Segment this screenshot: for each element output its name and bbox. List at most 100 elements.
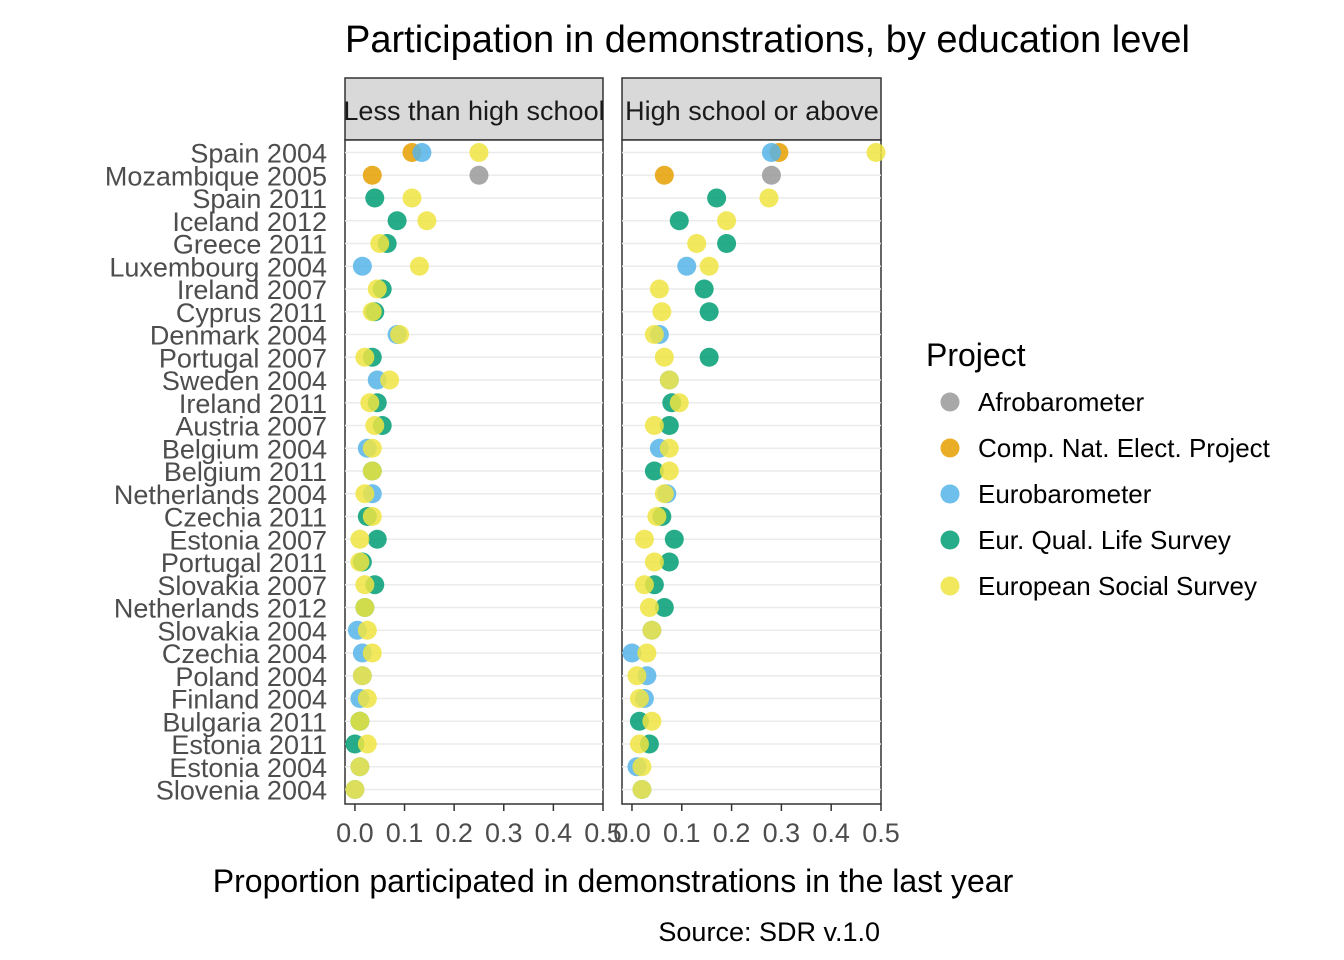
legend-label-afrobarometer: Afrobarometer [978, 387, 1145, 417]
point-mozambique-2005-comp-nat-elect-project [362, 165, 382, 185]
point-slovakia-2007-european-social-survey [634, 575, 654, 595]
point-ireland-2007-eur-qual-life-survey [694, 279, 714, 299]
point-belgium-2011-eur-qual-life-survey [644, 461, 664, 481]
y-label-portugal-2011: Portugal 2011 [161, 548, 327, 578]
legend-label-eur-qual-life-survey: Eur. Qual. Life Survey [978, 525, 1231, 555]
y-label-ireland-2011: Ireland 2011 [179, 389, 327, 419]
y-label-greece-2011: Greece 2011 [173, 230, 327, 260]
y-label-denmark-2004: Denmark 2004 [150, 321, 327, 351]
strip-background [344, 77, 604, 141]
chart-title: Participation in demonstrations, by educ… [345, 19, 1190, 61]
point-iceland-2012-eur-qual-life-survey [387, 211, 407, 231]
point-spain-2011-european-social-survey [759, 188, 779, 208]
strip-label: Less than high school [343, 96, 604, 126]
x-tick-label: 0.5 [862, 818, 900, 848]
point-cyprus-2011-eur-qual-life-survey [699, 302, 719, 322]
x-tick-label: 0.2 [713, 818, 751, 848]
y-label-czechia-2011: Czechia 2011 [164, 503, 327, 533]
point-czechia-2004-european-social-survey [637, 643, 657, 663]
point-estonia-2011-european-social-survey [629, 734, 649, 754]
point-ireland-2007-european-social-survey [367, 279, 387, 299]
point-portugal-2007-eur-qual-life-survey [699, 347, 719, 367]
legend-label-comp-nat-elect-project: Comp. Nat. Elect. Project [978, 433, 1271, 463]
y-label-poland-2004: Poland 2004 [175, 662, 327, 692]
point-greece-2011-eur-qual-life-survey [717, 234, 737, 253]
point-estonia-2007-eur-qual-life-survey [367, 529, 387, 549]
point-spain-2011-european-social-survey [402, 188, 422, 208]
point-estonia-2004-european-social-survey [350, 757, 370, 777]
x-tick-label: 0.0 [613, 818, 651, 848]
point-poland-2004-european-social-survey [352, 666, 372, 686]
point-netherlands-2012-eur-qual-life-survey [654, 598, 674, 617]
point-finland-2004-european-social-survey [357, 689, 377, 708]
point-portugal-2011-european-social-survey [350, 552, 370, 572]
y-label-bulgaria-2011: Bulgaria 2011 [162, 707, 327, 737]
point-belgium-2011-european-social-survey [659, 461, 679, 481]
legend-key-comp-nat-elect-project [940, 438, 960, 458]
y-label-luxembourg-2004: Luxembourg 2004 [109, 252, 327, 282]
y-label-slovakia-2004: Slovakia 2004 [157, 616, 327, 646]
point-estonia-2004-european-social-survey [632, 757, 652, 777]
y-label-estonia-2004: Estonia 2004 [169, 753, 327, 783]
x-tick-label: 0.1 [386, 818, 424, 848]
legend-title: Project [926, 337, 1026, 373]
point-iceland-2012-eur-qual-life-survey [669, 211, 689, 231]
y-label-slovenia-2004: Slovenia 2004 [156, 776, 327, 806]
point-ireland-2007-european-social-survey [649, 279, 669, 299]
point-finland-2004-european-social-survey [629, 689, 649, 708]
point-portugal-2007-european-social-survey [355, 347, 375, 367]
point-belgium-2011-european-social-survey [362, 461, 382, 481]
point-spain-2011-eur-qual-life-survey [707, 188, 727, 208]
y-label-czechia-2004: Czechia 2004 [162, 639, 327, 669]
y-label-portugal-2007: Portugal 2007 [159, 343, 327, 373]
x-tick-label: 0.4 [812, 818, 850, 848]
x-tick-label: 0.0 [336, 818, 374, 848]
point-sweden-2004-european-social-survey [380, 370, 400, 390]
point-bulgaria-2011-european-social-survey [642, 711, 662, 731]
point-mozambique-2005-comp-nat-elect-project [654, 165, 674, 185]
point-iceland-2012-european-social-survey [417, 211, 437, 231]
point-belgium-2004-european-social-survey [362, 438, 382, 458]
point-cyprus-2011-european-social-survey [362, 302, 382, 322]
legend-label-eurobarometer: Eurobarometer [978, 479, 1152, 509]
x-tick-label: 0.3 [485, 818, 523, 848]
x-tick-label: 0.4 [535, 818, 573, 848]
points [622, 143, 886, 799]
point-greece-2011-european-social-survey [370, 234, 390, 253]
point-ireland-2011-european-social-survey [669, 393, 689, 413]
y-label-slovakia-2007: Slovakia 2007 [157, 571, 327, 601]
point-netherlands-2012-european-social-survey [639, 598, 659, 617]
point-estonia-2007-european-social-survey [634, 529, 654, 549]
x-axis-title: Proportion participated in demonstration… [213, 863, 1014, 899]
y-label-spain-2004: Spain 2004 [190, 139, 327, 169]
point-estonia-2007-european-social-survey [350, 529, 370, 549]
point-ireland-2011-european-social-survey [360, 393, 380, 413]
point-netherlands-2004-european-social-survey [355, 484, 375, 504]
y-label-netherlands-2004: Netherlands 2004 [114, 480, 327, 510]
y-label-finland-2004: Finland 2004 [171, 685, 327, 715]
y-label-iceland-2012: Iceland 2012 [172, 207, 327, 237]
point-belgium-2004-european-social-survey [659, 438, 679, 458]
x-tick-label: 0.5 [584, 818, 622, 848]
point-czechia-2011-european-social-survey [362, 507, 382, 526]
point-cyprus-2011-european-social-survey [652, 302, 672, 322]
y-label-estonia-2011: Estonia 2011 [171, 730, 327, 760]
y-label-netherlands-2012: Netherlands 2012 [114, 594, 327, 624]
panel-less-than-high-school: Less than high school 0.0 0.1 0.2 0.3 0.4 0.5 [336, 77, 622, 848]
point-slovenia-2004-european-social-survey [345, 780, 365, 799]
point-austria-2007-eur-qual-life-survey [659, 416, 679, 435]
point-mozambique-2005-afrobarometer [761, 165, 781, 185]
y-label-sweden-2004: Sweden 2004 [162, 366, 327, 396]
y-label-mozambique-2005: Mozambique 2005 [105, 161, 327, 191]
point-slovenia-2004-european-social-survey [632, 780, 652, 799]
point-poland-2004-european-social-survey [627, 666, 647, 686]
point-portugal-2007-european-social-survey [654, 347, 674, 367]
legend-label-european-social-survey: European Social Survey [978, 571, 1257, 601]
y-label-spain-2011: Spain 2011 [192, 184, 327, 214]
point-sweden-2004-european-social-survey [659, 370, 679, 390]
x-tick-label: 0.1 [663, 818, 701, 848]
point-iceland-2012-european-social-survey [717, 211, 737, 231]
gridlines [345, 151, 603, 791]
